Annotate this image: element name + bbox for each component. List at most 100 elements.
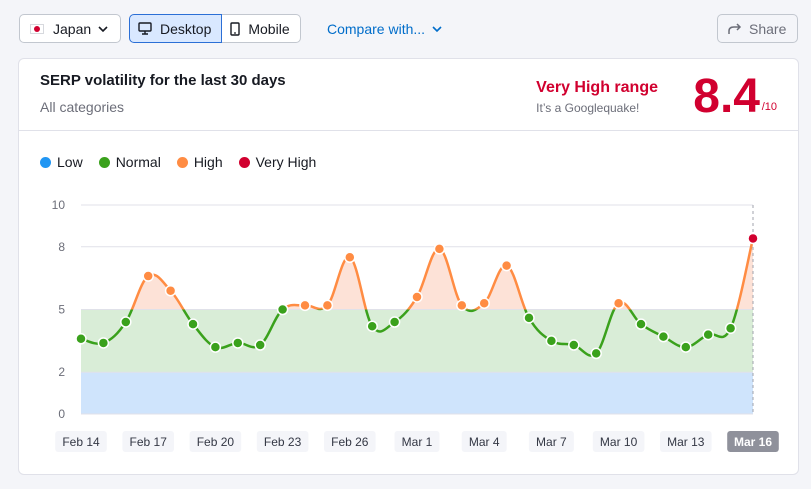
volatility-card: SERP volatility for the last 30 days All…	[18, 58, 799, 475]
data-point	[388, 316, 401, 328]
score-max: /10	[761, 101, 777, 113]
data-point	[299, 299, 311, 312]
data-point	[612, 297, 625, 309]
x-tick-badge	[660, 431, 712, 452]
range-info: Very High range It’s a Googlequake!	[536, 79, 658, 115]
data-point	[680, 341, 692, 353]
volatility-chart: 0 2 5 8 10 Feb 14 Feb 17 Feb 20 Feb 23 Feb 26 Mar …	[52, 198, 779, 452]
japan-flag-icon	[30, 23, 44, 34]
data-point	[478, 297, 490, 309]
data-point	[545, 335, 558, 347]
y-tick-label: 5	[58, 303, 65, 317]
y-tick-label: 8	[58, 240, 65, 254]
x-tick-label: Mar 16	[734, 435, 772, 449]
toolbar: Japan Desktop Mobile Compare with... Sha…	[19, 14, 798, 44]
x-tick-label: Mar 13	[667, 435, 705, 449]
data-point	[142, 270, 154, 282]
x-tick-badge	[122, 431, 174, 452]
data-point	[500, 259, 513, 272]
range-subtext: It’s a Googlequake!	[536, 101, 640, 115]
band-normal	[81, 309, 753, 373]
data-point	[747, 232, 759, 245]
x-tick-badge	[461, 431, 507, 452]
data-point	[590, 347, 602, 360]
card-title: SERP volatility for the last 30 days	[40, 72, 286, 89]
data-point	[254, 339, 266, 351]
legend-dot-very-high	[238, 156, 250, 168]
card-header: SERP volatility for the last 30 days All…	[19, 59, 798, 131]
legend-label: High	[193, 154, 223, 170]
legend-item-very-high[interactable]: Very High	[238, 154, 317, 170]
x-tick-label: Mar 7	[536, 435, 567, 449]
mobile-icon	[230, 21, 241, 36]
compare-dropdown[interactable]: Compare with...	[327, 14, 442, 43]
legend-dot-low	[40, 156, 51, 168]
data-point	[568, 339, 580, 351]
data-point	[120, 316, 132, 328]
legend-item-high[interactable]: High	[176, 154, 223, 170]
chart-legend: Low Normal High Very High	[40, 154, 332, 170]
data-point	[366, 320, 378, 332]
data-point	[724, 322, 737, 335]
legend-dot-high	[176, 156, 188, 168]
y-tick-label: 0	[58, 407, 65, 421]
country-label: Japan	[53, 20, 92, 37]
data-point	[321, 299, 334, 312]
range-label: Very High range	[536, 79, 658, 96]
compare-label: Compare with...	[327, 20, 426, 37]
legend-item-normal[interactable]: Normal	[98, 154, 161, 170]
data-point	[523, 312, 535, 324]
x-tick-label: Feb 20	[197, 435, 235, 449]
legend-label: Very High	[255, 154, 317, 170]
desktop-icon	[138, 22, 152, 35]
x-tick-label: Feb 17	[130, 435, 168, 449]
x-tick-badge	[727, 431, 779, 452]
legend-label: Normal	[115, 154, 161, 170]
card-subtitle: All categories	[40, 99, 125, 115]
x-tick-badge	[324, 431, 376, 452]
share-button[interactable]: Share	[717, 14, 798, 43]
country-selector[interactable]: Japan	[19, 14, 121, 43]
desktop-button[interactable]: Desktop	[129, 14, 223, 43]
legend-item-low[interactable]: Low	[40, 154, 83, 170]
share-label: Share	[749, 20, 787, 37]
data-point	[411, 291, 423, 303]
x-tick-label: Feb 14	[62, 435, 100, 449]
chevron-down-icon	[98, 25, 108, 32]
data-point	[456, 299, 468, 312]
share-icon	[728, 22, 742, 34]
x-tick-badge	[189, 431, 242, 452]
data-point	[164, 284, 177, 297]
x-tick-label: Mar 10	[600, 435, 638, 449]
x-tick-label: Feb 26	[331, 435, 369, 449]
x-tick-badge	[592, 431, 645, 452]
x-tick-badge	[528, 431, 574, 452]
y-tick-label: 2	[58, 365, 65, 379]
band-low	[81, 372, 753, 414]
data-point	[635, 318, 647, 330]
mobile-label: Mobile	[248, 20, 290, 37]
data-point	[75, 333, 87, 345]
data-point	[97, 337, 110, 349]
y-tick-label: 10	[52, 198, 66, 212]
data-point	[702, 328, 714, 341]
legend-dot-normal	[98, 156, 110, 168]
legend-label: Low	[57, 154, 83, 170]
data-point	[657, 330, 670, 343]
data-point	[344, 251, 356, 263]
data-point	[232, 337, 244, 349]
x-tick-label: Feb 23	[264, 435, 302, 449]
x-tick-label: Mar 1	[402, 435, 433, 449]
data-point	[433, 243, 446, 255]
data-point	[209, 341, 222, 353]
x-tick-badge	[256, 431, 309, 452]
desktop-label: Desktop	[160, 20, 212, 37]
chevron-down-icon	[432, 25, 442, 32]
x-tick-badge	[55, 431, 107, 452]
data-point	[187, 318, 199, 330]
mobile-button[interactable]: Mobile	[222, 14, 301, 43]
data-point	[276, 303, 289, 316]
x-tick-label: Mar 4	[469, 435, 500, 449]
x-tick-badge	[394, 431, 440, 452]
device-toggle: Desktop Mobile	[129, 14, 301, 43]
